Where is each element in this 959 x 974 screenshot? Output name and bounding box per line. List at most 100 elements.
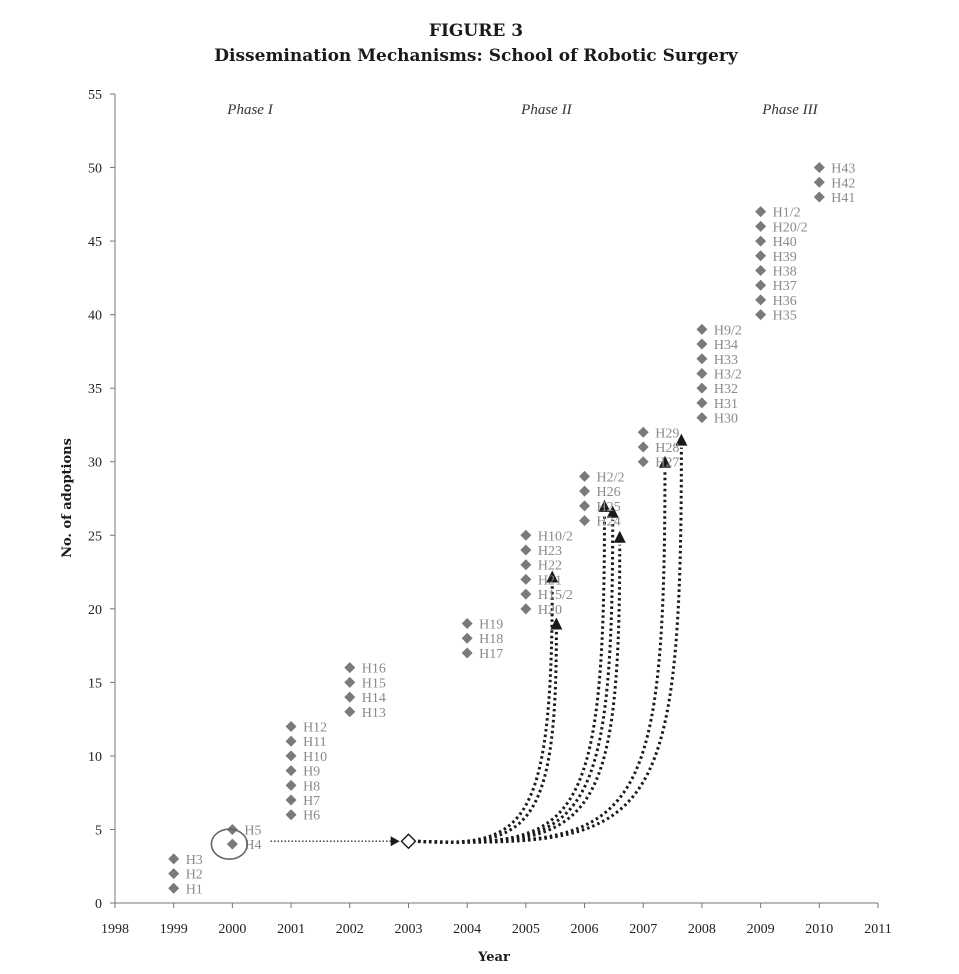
data-point-H7: [285, 794, 297, 806]
data-point-H2-2: [579, 470, 591, 482]
x-tick-label: 2007: [629, 922, 657, 937]
point-label: H2/2: [597, 470, 625, 485]
point-label: H30: [714, 412, 738, 427]
point-label: H3: [186, 853, 203, 868]
x-tick-label: 2002: [336, 922, 364, 937]
phase-label: Phase I: [226, 102, 273, 118]
dissemination-arrow-path: [412, 469, 667, 844]
dissemination-arrow-path: [412, 544, 622, 844]
data-point-H22: [520, 559, 532, 571]
arrowhead-up: [658, 455, 671, 468]
point-label: H14: [362, 691, 386, 706]
x-axis-label: Year: [477, 950, 510, 965]
x-tick-label: 2006: [571, 922, 599, 937]
x-tick-label: 2001: [277, 922, 305, 937]
y-tick-label: 15: [88, 676, 102, 691]
data-point-H26: [579, 485, 591, 497]
point-label: H20: [538, 603, 562, 618]
y-tick-label: 55: [88, 88, 102, 103]
x-tick-label: 2010: [805, 922, 833, 937]
data-point-H33: [696, 353, 708, 365]
point-label: H10/2: [538, 529, 573, 544]
data-point-H9-2: [696, 323, 708, 335]
point-label: H22: [538, 559, 562, 574]
point-label: H9: [303, 765, 320, 780]
data-point-H35: [755, 309, 767, 321]
data-point-H42: [813, 176, 825, 188]
phase-label: Phase III: [761, 102, 818, 118]
data-point-H6: [285, 809, 297, 821]
data-point-H3-2: [696, 367, 708, 379]
arrowhead-up: [675, 433, 688, 446]
x-tick-label: 1998: [101, 922, 129, 937]
y-tick-label: 40: [88, 309, 102, 324]
data-point-H4: [226, 838, 238, 850]
point-label: H26: [597, 485, 621, 500]
x-tick-label: 2011: [864, 922, 891, 937]
point-label: H40: [773, 235, 797, 250]
annotations: [210, 828, 417, 860]
data-point-H38: [755, 265, 767, 277]
phase-label: Phase II: [520, 102, 572, 118]
point-label: H12: [303, 720, 327, 735]
point-label: H23: [538, 544, 562, 559]
point-label: H1: [186, 882, 203, 897]
point-label: H34: [714, 338, 738, 353]
point-label: H5: [244, 823, 261, 838]
dissemination-arrow-path: [412, 513, 606, 844]
data-point-H25: [579, 500, 591, 512]
highlight-circle: [210, 828, 249, 860]
data-point-H40: [755, 235, 767, 247]
dissemination-arrow-path: [412, 447, 683, 844]
data-point-H36: [755, 294, 767, 306]
data-point-H16: [344, 662, 356, 674]
data-point-H12: [285, 720, 297, 732]
x-tick-label: 2004: [453, 922, 481, 937]
point-label: H2: [186, 868, 203, 883]
y-tick-label: 25: [88, 529, 102, 544]
data-point-H20-2: [755, 220, 767, 232]
x-tick-label: 2003: [394, 922, 422, 937]
point-label: H8: [303, 779, 320, 794]
point-label: H24: [597, 515, 621, 530]
figure-label: FIGURE 3: [429, 21, 523, 41]
x-tick-label: 2009: [747, 922, 775, 937]
point-label: H39: [773, 250, 797, 265]
y-tick-label: 45: [88, 235, 102, 250]
data-point-H3: [168, 853, 180, 865]
y-axis-label: No. of adoptions: [60, 438, 75, 558]
point-label: H4: [244, 838, 261, 853]
point-label: H11: [303, 735, 327, 750]
data-point-H18: [461, 632, 473, 644]
point-label: H27: [655, 456, 679, 471]
point-label: H1/2: [773, 206, 801, 221]
data-point-H15-2: [520, 588, 532, 600]
point-label: H18: [479, 632, 503, 647]
x-tick-label: 2000: [218, 922, 246, 937]
data-point-H28: [637, 441, 649, 453]
data-point-H13: [344, 706, 356, 718]
point-label: H42: [831, 176, 855, 191]
point-label: H29: [655, 426, 679, 441]
y-tick-label: 50: [88, 162, 102, 177]
data-point-H1: [168, 882, 180, 894]
data-point-H10-2: [520, 529, 532, 541]
dissemination-arrow-path: [412, 519, 615, 844]
arrowhead-up: [550, 617, 563, 630]
data-point-H14: [344, 691, 356, 703]
data-point-H20: [520, 603, 532, 615]
data-point-H27: [637, 456, 649, 468]
arrowhead-right: [390, 836, 400, 847]
point-label: H35: [773, 309, 797, 324]
data-point-H8: [285, 779, 297, 791]
data-point-H11: [285, 735, 297, 747]
data-point-H23: [520, 544, 532, 556]
phase-labels: Phase I Phase II Phase III: [226, 102, 818, 118]
point-label: H19: [479, 618, 503, 633]
point-label: H37: [773, 279, 797, 294]
y-tick-label: 5: [95, 823, 102, 838]
point-label: H33: [714, 353, 738, 368]
y-tick-label: 30: [88, 456, 102, 471]
data-point-H9: [285, 765, 297, 777]
